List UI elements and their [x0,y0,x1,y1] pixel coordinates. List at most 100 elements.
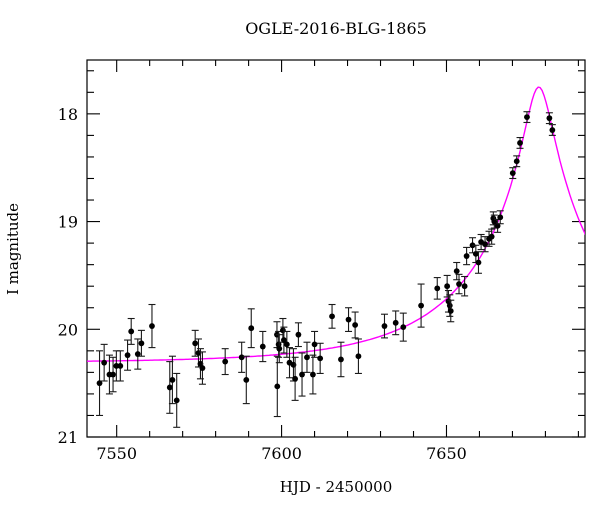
data-point [447,299,455,323]
data-point [303,341,311,373]
y-axis-ticks [87,70,585,438]
data-point-marker [311,341,318,348]
data-point [443,274,451,298]
data-point-marker [494,222,501,229]
model-curve-path [87,86,585,362]
data-point-marker [472,250,479,257]
data-point [100,343,108,382]
data-point-marker [482,241,488,248]
data-point-marker [299,371,305,378]
x-tick-label: 7550 [96,444,137,463]
data-point-marker [338,356,344,363]
data-point-marker [352,322,359,328]
y-tick-label: 21 [58,428,78,447]
data-point-marker [292,375,299,382]
data-point-marker [400,324,407,331]
data-point [399,312,407,342]
data-point-marker [418,302,424,309]
data-point-marker [447,308,454,314]
x-axis-ticks [116,60,579,437]
model-curve [87,86,585,362]
data-point-marker [434,285,441,292]
data-point [496,210,504,225]
data-point [345,307,353,332]
data-point-marker [117,363,124,369]
data-point-marker [329,313,335,320]
data-point-marker [173,397,180,404]
data-series [96,111,556,428]
data-point [259,330,267,363]
data-point [354,338,362,374]
data-point-marker [304,354,310,361]
data-point [273,355,281,418]
data-point-marker [497,214,504,221]
data-point-marker [446,302,453,309]
data-point [168,355,176,405]
data-point [137,329,145,357]
y-tick-label: 19 [58,213,78,232]
data-point-marker [461,283,468,290]
data-point-marker [475,259,482,266]
data-point-marker [524,114,530,120]
data-point-marker [295,331,302,338]
data-point-marker [199,365,206,371]
data-point [477,233,485,251]
data-point-marker [381,323,388,329]
x-tick-label: 7650 [426,444,467,463]
data-point-marker [280,337,287,343]
data-point [124,339,132,371]
data-point [221,348,229,376]
data-point [548,124,556,136]
data-point [309,354,317,395]
data-point-marker [259,343,266,350]
data-point-marker [110,371,116,378]
data-point [337,341,345,378]
data-point [488,228,496,245]
data-point [148,303,156,349]
chart-title: OGLE-2016-BLG-1865 [245,19,427,38]
data-point [463,246,471,266]
data-point-marker [517,140,523,146]
data-point [198,351,206,385]
data-point-marker [222,358,229,365]
x-axis-label: HJD - 2450000 [280,478,393,496]
data-point-marker [276,345,283,352]
data-point-marker [96,380,103,387]
data-point [238,341,246,373]
y-tick-label: 18 [58,105,78,124]
data-point-marker [149,323,155,329]
data-point [545,112,553,125]
y-axis-label: I magnitude [4,203,22,295]
data-point [513,155,521,168]
data-point [328,303,336,329]
data-point [392,310,400,336]
data-point-marker [238,354,245,361]
data-point-marker [392,319,399,326]
data-point-marker [248,325,255,332]
data-point [247,308,255,349]
data-point-marker [275,341,282,348]
data-point-marker [243,377,250,383]
data-point [351,311,359,339]
data-point [316,342,324,374]
x-axis-tick-labels: 7550 7600 7650 [96,444,467,463]
data-point-marker [317,355,324,362]
data-point-marker [128,328,135,335]
data-point [134,338,142,370]
data-point [523,111,531,124]
data-point-marker [488,233,495,240]
data-point-marker [456,281,462,287]
data-point-marker [355,353,362,360]
y-axis-tick-labels: 18 19 20 21 [58,105,78,447]
data-point-marker [280,327,286,334]
data-point-marker [134,351,141,357]
data-point [298,352,306,397]
y-tick-label: 20 [58,320,78,339]
data-point-marker [546,115,553,122]
data-point [509,167,517,180]
data-point [455,273,463,295]
data-point [291,356,299,401]
data-point [311,330,319,358]
data-point [380,313,388,339]
